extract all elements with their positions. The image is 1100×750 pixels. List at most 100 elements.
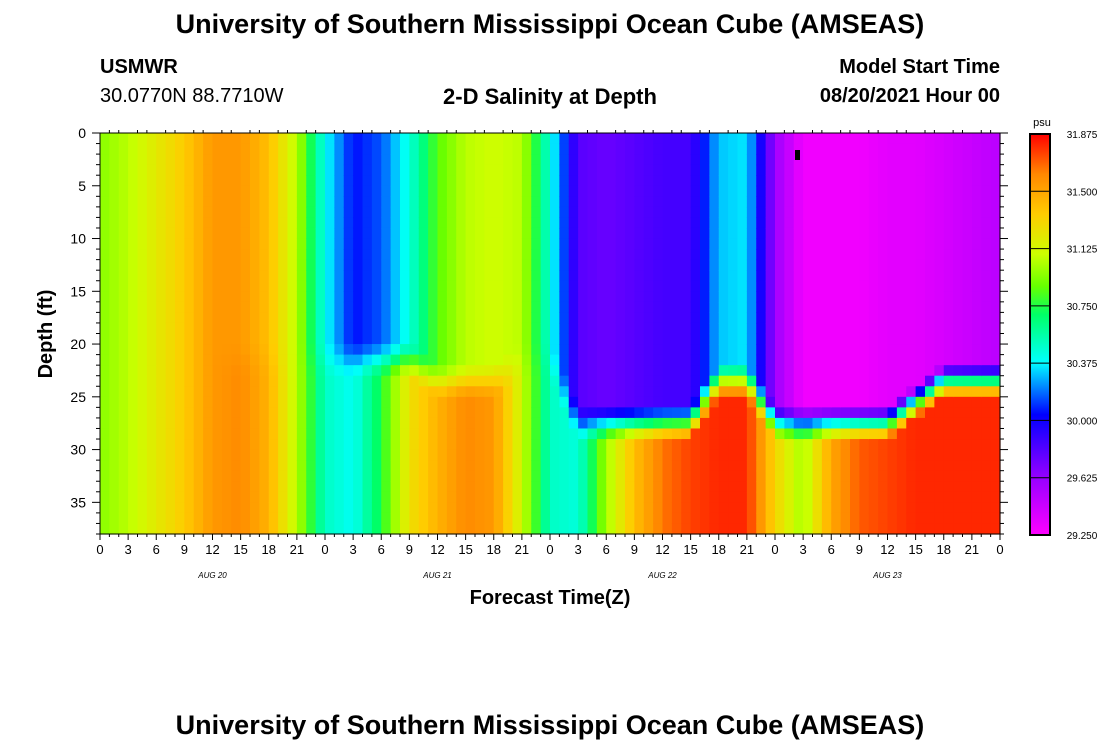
heatmap-cell (493, 439, 504, 451)
heatmap-cell (596, 291, 607, 303)
heatmap-cell (681, 512, 692, 525)
heatmap-cell (850, 217, 860, 229)
heatmap-cell (953, 481, 964, 493)
heatmap-cell (887, 386, 898, 398)
heatmap-cell (184, 164, 195, 176)
heatmap-cell (615, 354, 626, 366)
heatmap-cell (184, 175, 195, 187)
heatmap-cell (925, 333, 935, 345)
heatmap-cell (231, 512, 242, 525)
heatmap-cell (962, 154, 973, 166)
heatmap-cell (212, 291, 223, 303)
heatmap-cell (146, 133, 157, 145)
heatmap-cell (915, 491, 926, 503)
heatmap-cell (934, 312, 945, 324)
heatmap-cell (512, 460, 523, 472)
heatmap-cell (990, 523, 1001, 535)
heatmap-cell (512, 175, 523, 187)
heatmap-cell (971, 407, 982, 419)
heatmap-cell (915, 481, 926, 493)
heatmap-cell (137, 249, 148, 261)
heatmap-cell (840, 164, 851, 176)
heatmap-cell (390, 270, 401, 282)
heatmap-cell (503, 322, 514, 335)
heatmap-cell (953, 154, 964, 166)
heatmap-cell (353, 217, 364, 229)
heatmap-cell (165, 301, 176, 313)
heatmap-cell (709, 143, 720, 155)
heatmap-cell (765, 206, 776, 219)
heatmap-cell (315, 270, 326, 282)
heatmap-cell (156, 280, 167, 292)
heatmap-cell (156, 428, 167, 440)
heatmap-cell (625, 238, 635, 250)
heatmap-cell (493, 259, 504, 271)
heatmap-cell (531, 259, 542, 271)
heatmap-cell (278, 428, 289, 440)
heatmap-cell (428, 407, 439, 419)
heatmap-cell (409, 344, 420, 356)
heatmap-cell (709, 386, 720, 398)
heatmap-cell (212, 502, 223, 514)
heatmap-cell (296, 470, 307, 482)
heatmap-cell (109, 196, 120, 208)
heatmap-cell (287, 227, 298, 240)
heatmap-cell (315, 333, 326, 345)
heatmap-cell (962, 270, 973, 282)
heatmap-cell (859, 185, 870, 197)
heatmap-cell (362, 470, 373, 482)
heatmap-cell (353, 502, 364, 514)
heatmap-cell (268, 301, 279, 313)
heatmap-cell (737, 470, 748, 482)
heatmap-cell (203, 354, 214, 366)
heatmap-cell (503, 333, 514, 345)
heatmap-cell (587, 407, 598, 419)
heatmap-cell (381, 227, 392, 240)
heatmap-cell (793, 396, 804, 408)
heatmap-cell (184, 143, 195, 155)
heatmap-cell (906, 312, 917, 324)
heatmap-cell (268, 512, 279, 525)
heatmap-cell (390, 143, 401, 155)
heatmap-cell (634, 249, 645, 261)
heatmap-cell (390, 280, 401, 292)
heatmap-cell (578, 407, 589, 419)
heatmap-cell (793, 217, 804, 229)
heatmap-cell (240, 175, 251, 187)
heatmap-cell (390, 133, 401, 145)
heatmap-cell (700, 143, 710, 155)
heatmap-cell (343, 460, 354, 472)
heatmap-cell (296, 428, 307, 440)
heatmap-cell (868, 175, 879, 187)
heatmap-cell (287, 238, 298, 250)
heatmap-cell (653, 439, 664, 451)
heatmap-cell (268, 270, 279, 282)
heatmap-cell (221, 481, 232, 493)
heatmap-cell (681, 491, 692, 503)
heatmap-cell (643, 470, 654, 482)
heatmap-cell (428, 449, 439, 461)
heatmap-cell (756, 291, 767, 303)
heatmap-cell (503, 259, 514, 271)
heatmap-cell (278, 375, 289, 387)
heatmap-cell (390, 460, 401, 472)
heatmap-cell (484, 449, 495, 461)
heatmap-cell (221, 312, 232, 324)
heatmap-cell (953, 417, 964, 430)
heatmap-cell (812, 354, 823, 366)
heatmap-cell (165, 196, 176, 208)
heatmap-cell (146, 417, 157, 430)
heatmap-cell (625, 333, 635, 345)
heatmap-cell (625, 523, 635, 535)
heatmap-cell (334, 386, 345, 398)
heatmap-cell (540, 502, 551, 514)
heatmap-cell (456, 154, 467, 166)
heatmap-cell (559, 301, 570, 313)
heatmap-cell (118, 439, 129, 451)
heatmap-cell (325, 523, 335, 535)
heatmap-cell (109, 365, 120, 377)
heatmap-cell (925, 154, 935, 166)
heatmap-cell (465, 491, 476, 503)
heatmap-cell (296, 238, 307, 250)
heatmap-cell (334, 227, 345, 240)
